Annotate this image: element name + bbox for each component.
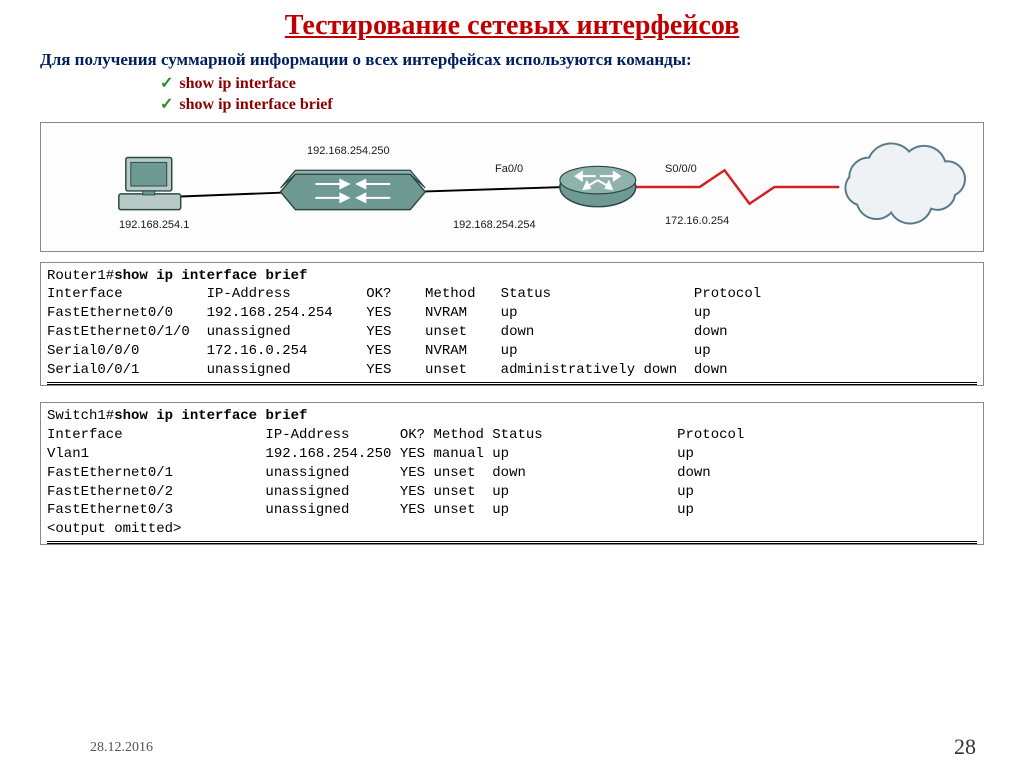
switch-terminal: Switch1#show ip interface briefInterface… (40, 402, 984, 545)
router-fa-label: Fa0/0 (495, 163, 523, 175)
router-serial-label: S0/0/0 (665, 163, 697, 175)
check-icon: ✓ (160, 96, 173, 113)
check-icon: ✓ (160, 75, 173, 92)
command-list: ✓ show ip interface ✓ show ip interface br… (0, 74, 1024, 116)
wan-ip-label: 172.16.0.254 (665, 215, 729, 227)
router-terminal: Router1#show ip interface briefInterface… (40, 262, 984, 386)
pc-ip-label: 192.168.254.1 (119, 219, 189, 231)
footer-page-number: 28 (954, 734, 976, 760)
intro-text: Для получения суммарной информации о все… (0, 50, 1024, 74)
footer-date: 28.12.2016 (90, 740, 153, 756)
switch-ip-label: 192.168.254.250 (307, 145, 390, 157)
page-title: Тестирование сетевых интерфейсов (0, 0, 1024, 50)
cmd-1: show ip interface (179, 75, 295, 92)
router-lan-ip: 192.168.254.254 (453, 219, 536, 231)
cmd-2: show ip interface brief (179, 96, 332, 113)
network-diagram: 192.168.254.1 192.168.254.250 Fa0/0 192.… (40, 122, 984, 252)
